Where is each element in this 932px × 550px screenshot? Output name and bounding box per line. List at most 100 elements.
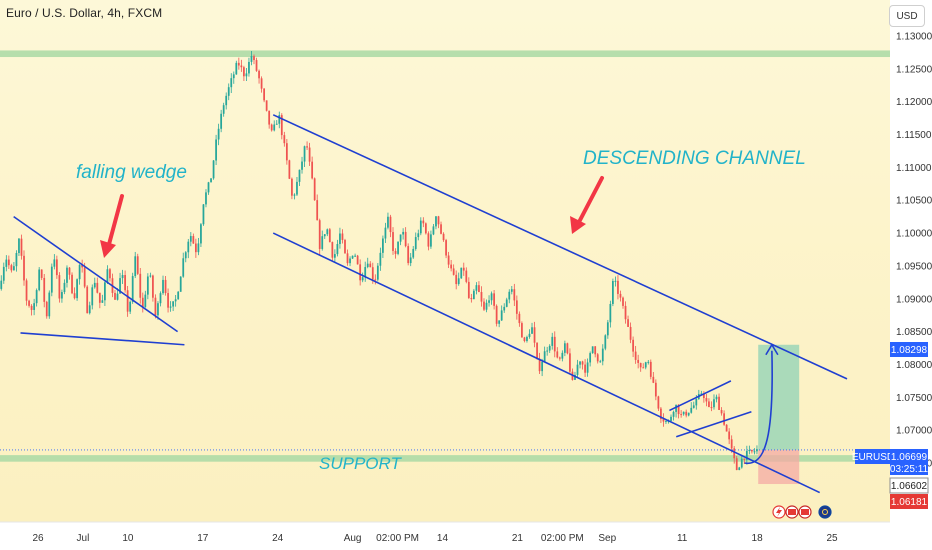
candle-body bbox=[478, 285, 480, 292]
stop-price-tag bbox=[890, 494, 928, 509]
candle-body bbox=[508, 291, 511, 300]
target-price-tag bbox=[890, 342, 928, 357]
candle-body bbox=[579, 361, 581, 365]
candle-body bbox=[194, 243, 197, 253]
candle-body bbox=[695, 399, 698, 406]
support-price-tag bbox=[889, 477, 929, 494]
candle-body bbox=[313, 178, 316, 201]
candle-body bbox=[30, 305, 33, 310]
time-tick-label: 21 bbox=[512, 533, 524, 544]
candle-body bbox=[748, 449, 751, 452]
candle-body bbox=[642, 367, 645, 369]
candle-body bbox=[619, 293, 622, 298]
price-tick-label: 1.11000 bbox=[896, 163, 932, 174]
candle-body bbox=[586, 362, 589, 373]
candle-body bbox=[543, 351, 546, 362]
candle-body bbox=[606, 322, 609, 336]
candle-body bbox=[149, 275, 152, 277]
candle-body bbox=[285, 143, 288, 161]
candle-body bbox=[169, 306, 172, 308]
candle-body bbox=[101, 300, 104, 303]
time-tick-label: 17 bbox=[197, 533, 209, 544]
time-tick-label: 26 bbox=[32, 533, 44, 544]
candle-body bbox=[622, 297, 624, 306]
candle-body bbox=[177, 291, 180, 300]
eu-flag-event-icon[interactable] bbox=[818, 505, 832, 519]
candle-body bbox=[680, 414, 683, 416]
candle-body bbox=[591, 346, 594, 354]
candle-body bbox=[409, 257, 412, 264]
candle-body bbox=[536, 342, 538, 359]
last-price-tag bbox=[890, 449, 928, 475]
candle-body bbox=[558, 357, 561, 359]
candle-body bbox=[682, 411, 685, 415]
symbol-tag-text: EURUSD bbox=[852, 452, 894, 463]
candle-body bbox=[662, 419, 665, 422]
price-tick-label: 1.11500 bbox=[896, 130, 932, 141]
plot-background bbox=[0, 0, 890, 522]
candle-body bbox=[705, 398, 708, 402]
candle-body bbox=[569, 353, 571, 372]
candle-body bbox=[629, 326, 632, 340]
candle-body bbox=[43, 277, 46, 302]
candle-body bbox=[144, 294, 147, 308]
candle-body bbox=[361, 277, 364, 281]
candle-body bbox=[344, 239, 346, 254]
support-label: SUPPORT bbox=[319, 454, 402, 473]
currency-selector[interactable]: USD bbox=[889, 5, 925, 27]
candle-body bbox=[104, 282, 106, 301]
target-zone bbox=[758, 344, 800, 450]
candle-body bbox=[326, 229, 329, 235]
time-tick-label: 02:00 PM bbox=[541, 533, 584, 544]
candle-body bbox=[720, 410, 723, 414]
candle-body bbox=[465, 270, 468, 282]
candle-body bbox=[210, 178, 212, 183]
candle-body bbox=[649, 361, 652, 377]
candle-body bbox=[450, 264, 453, 269]
candle-body bbox=[460, 267, 463, 279]
candle-body bbox=[296, 181, 298, 195]
candle-body bbox=[71, 274, 73, 294]
time-tick-label: Jul bbox=[77, 533, 90, 544]
candle-body bbox=[723, 413, 725, 425]
channel-arrow bbox=[576, 176, 604, 226]
candle-body bbox=[134, 256, 137, 277]
candle-body bbox=[336, 244, 339, 255]
candle-body bbox=[40, 269, 43, 278]
candle-body bbox=[202, 204, 205, 225]
flag-icon bbox=[788, 509, 796, 515]
price-tick-label: 1.09500 bbox=[896, 261, 932, 272]
stop-price-text: 1.06181 bbox=[891, 497, 928, 508]
candle-body bbox=[68, 267, 71, 275]
candle-body bbox=[215, 139, 217, 161]
candle-body bbox=[76, 279, 78, 299]
price-tick-label: 1.08000 bbox=[896, 360, 932, 371]
candle-body bbox=[260, 78, 263, 89]
candle-body bbox=[308, 147, 311, 162]
candle-body bbox=[88, 305, 91, 314]
candle-body bbox=[528, 333, 531, 337]
price-tick-label: 1.08500 bbox=[896, 327, 932, 338]
candle-body bbox=[601, 348, 604, 362]
flag-upper bbox=[669, 380, 732, 412]
candle-body bbox=[521, 323, 523, 338]
candle-body bbox=[237, 62, 240, 66]
candle-body bbox=[301, 161, 303, 170]
candle-body bbox=[159, 293, 162, 304]
descending-channel-label: DESCENDING CHANNEL bbox=[583, 148, 806, 169]
candle-body bbox=[349, 258, 351, 264]
candle-body bbox=[440, 224, 442, 234]
candle-body bbox=[207, 182, 210, 193]
candle-body bbox=[136, 256, 139, 274]
candle-body bbox=[677, 404, 680, 415]
candle-body bbox=[270, 124, 273, 131]
candle-body bbox=[167, 293, 169, 308]
candle-body bbox=[280, 115, 283, 136]
wedge-arrowhead bbox=[100, 240, 116, 258]
candle-body bbox=[599, 361, 602, 363]
candle-body bbox=[730, 439, 733, 449]
candle-body bbox=[321, 236, 324, 249]
candle-body bbox=[164, 279, 167, 294]
annotations-layer: falling wedge DESCENDING CHANNEL SUPPORT bbox=[76, 148, 806, 473]
